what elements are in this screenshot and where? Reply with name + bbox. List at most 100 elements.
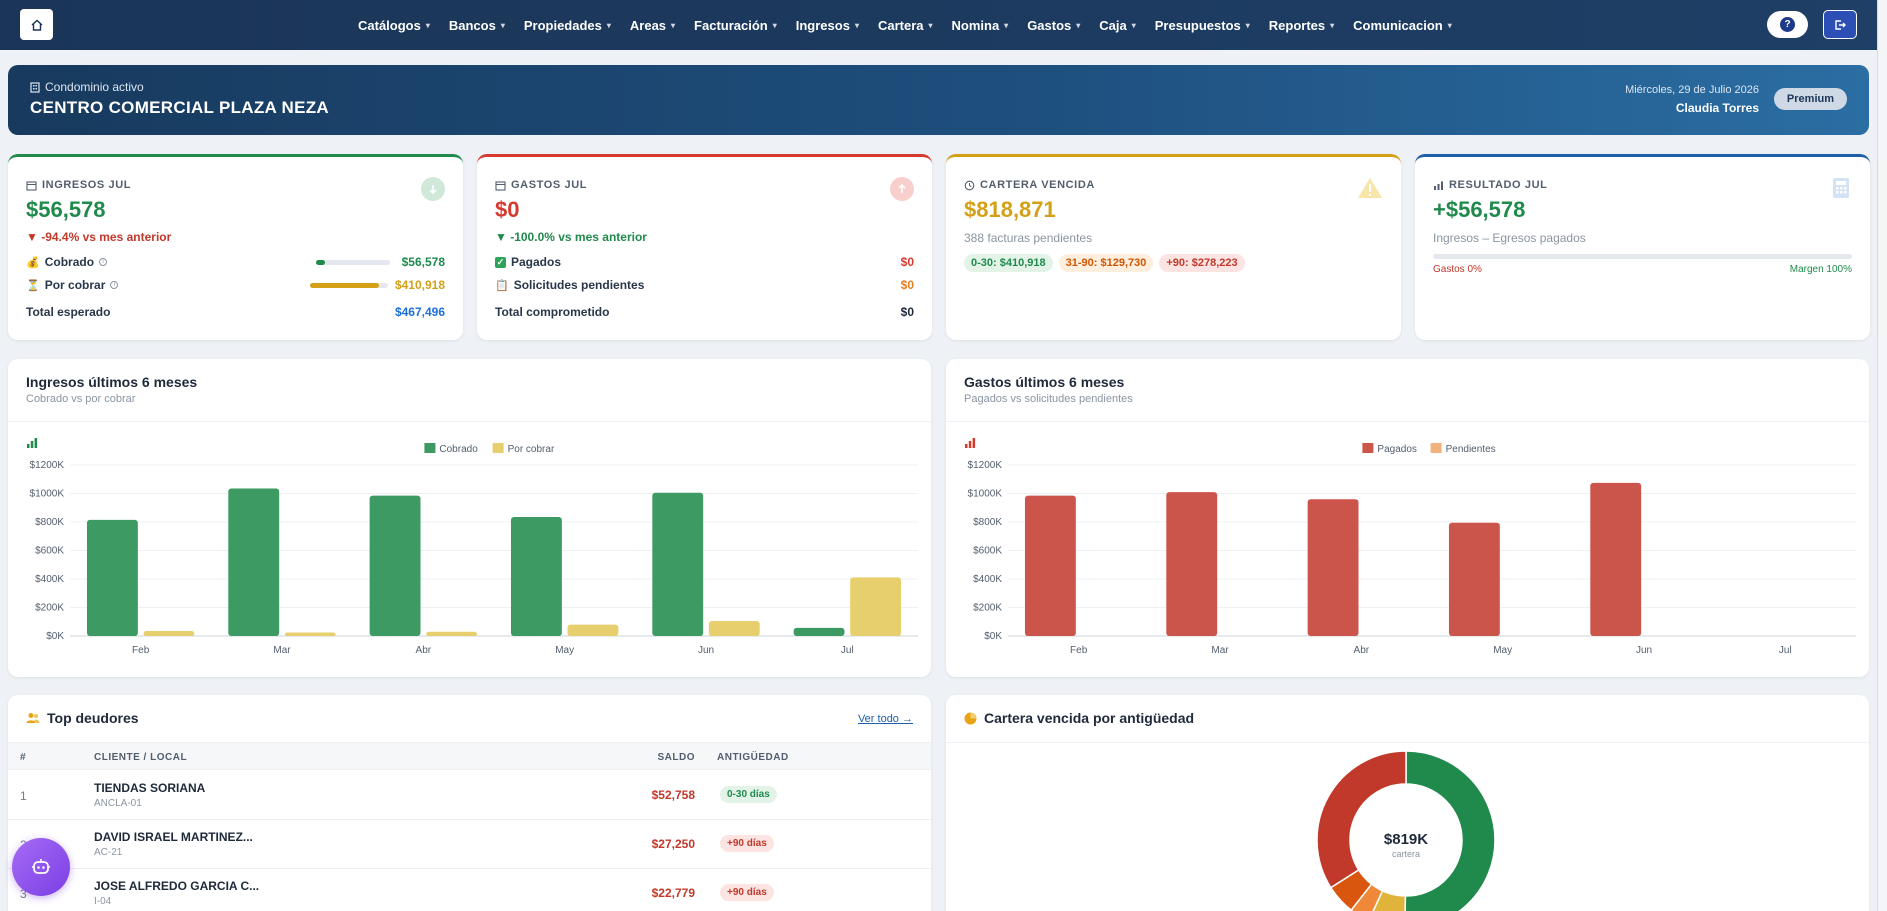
legend-swatch [1430, 443, 1442, 453]
total-esperado-value: $467,496 [394, 305, 445, 319]
kpi-ingresos-title: INGRESOS JUL [26, 179, 131, 191]
top-deudores-title-text: Top deudores [47, 710, 139, 726]
margen-pct: Margen 100% [1789, 264, 1852, 275]
nav-item-label: Comunicacion [1353, 17, 1443, 33]
bar-pagados[interactable] [1024, 495, 1076, 636]
bar-cobrado[interactable] [793, 627, 845, 636]
y-tick-label: $200K [973, 603, 1002, 614]
kpi-cartera-title: CARTERA VENCIDA [964, 179, 1095, 191]
nav-item-reportes[interactable]: Reportes ▾ [1269, 18, 1334, 33]
ver-todo-link[interactable]: Ver todo → [857, 713, 913, 725]
y-tick-label: $600K [35, 546, 64, 557]
y-tick-label: $600K [973, 546, 1002, 557]
legend-swatch [492, 443, 504, 453]
total-esperado-row: Total esperado $467,496 [26, 304, 445, 320]
warning-icon [1357, 177, 1383, 204]
donut-slice[interactable] [1316, 750, 1407, 889]
top-navbar: Catálogos ▾ Bancos ▾ Propiedades ▾ Areas ▾ Factu… [0, 0, 1887, 50]
bar-cobrado[interactable] [86, 519, 138, 636]
chevron-down-icon: ▾ [1330, 20, 1335, 30]
total-comprometido-value: $0 [900, 305, 914, 319]
bar-por-cobrar[interactable] [426, 631, 478, 636]
info-icon[interactable]: i [110, 281, 119, 289]
bar-por-cobrar[interactable] [708, 621, 760, 636]
x-tick-label: Mar [273, 645, 291, 656]
x-tick-label: May [555, 645, 574, 656]
legend-label[interactable]: Cobrado [439, 444, 478, 455]
nav-item-catalogos[interactable]: Catálogos ▾ [358, 18, 430, 33]
arrow-up-icon [890, 177, 914, 201]
bar-cobrado[interactable] [652, 492, 704, 636]
home-button[interactable] [20, 9, 53, 40]
nav-item-bancos[interactable]: Bancos ▾ [449, 18, 505, 33]
chart-legend: Pagados Pendientes [1362, 443, 1496, 455]
nav-item-comunicacion[interactable]: Comunicacion ▾ [1353, 18, 1452, 33]
divider [8, 421, 931, 422]
porcobrar-label: Por cobrar [44, 278, 106, 292]
nav-item-areas[interactable]: Areas ▾ [630, 18, 675, 33]
nav-item-nomina[interactable]: Nomina ▾ [952, 18, 1009, 33]
nav-item-label: Ingresos [795, 17, 850, 33]
nav-item-cartera[interactable]: Cartera ▾ [878, 18, 933, 33]
chevron-down-icon: ▾ [1004, 20, 1009, 30]
ingresos-chart-title: Ingresos últimos 6 meses [26, 374, 197, 448]
legend-swatch [424, 443, 436, 453]
legend-label[interactable]: Por cobrar [508, 444, 555, 455]
nav-item-propiedades[interactable]: Propiedades ▾ [524, 18, 611, 33]
row-number: 3 [20, 887, 27, 901]
legend-label[interactable]: Pendientes [1446, 444, 1496, 455]
table-row[interactable]: 3 JOSE ALFREDO GARCIA C... I-04 $22,779 +90 … [8, 869, 931, 911]
nav-item-gastos[interactable]: Gastos ▾ [1027, 18, 1080, 33]
kpi-cartera-sub: 388 facturas pendientes [964, 231, 1093, 245]
kpi-resultado-title: RESULTADO JUL [1433, 179, 1547, 191]
bar-cobrado[interactable] [510, 517, 562, 636]
porcobrar-row: ⏳ Por cobrar i $410,918 [26, 277, 445, 293]
scrollbar[interactable] [1877, 0, 1887, 911]
gastos-pct: Gastos 0% [1433, 264, 1482, 275]
plan-badge: Premium [1773, 88, 1847, 110]
bar-pagados[interactable] [1166, 492, 1218, 636]
chevron-down-icon: ▾ [500, 20, 505, 30]
pagados-row: ✓ Pagados $0 [495, 254, 914, 270]
top-deudores-title: Top deudores [26, 710, 139, 726]
kpi-gastos-title-text: GASTOS JUL [511, 179, 588, 191]
nav-item-caja[interactable]: Caja ▾ [1099, 18, 1135, 33]
x-tick-label: Jun [1636, 645, 1652, 656]
solicitudes-value: $0 [900, 278, 914, 292]
y-tick-label: $1000K [30, 489, 65, 500]
legend-label[interactable]: Pagados [1377, 444, 1416, 455]
bar-cobrado[interactable] [369, 495, 421, 636]
logout-button[interactable] [1823, 10, 1857, 39]
table-row[interactable]: 2DAVID ISRAEL MARTINEZ...AC-21$27,250+90… [8, 820, 931, 869]
client-saldo: $22,779 [651, 886, 695, 900]
y-tick-label: $200K [35, 603, 64, 614]
client-name: DAVID ISRAEL MARTINEZ... [94, 830, 253, 844]
table-row[interactable]: 1 TIENDAS SORIANA ANCLA-01 $52,758 0-30 días [8, 771, 931, 820]
bar-cobrado[interactable] [228, 488, 280, 636]
bar-pagados[interactable] [1307, 499, 1359, 636]
nav-item-facturacion[interactable]: Facturación ▾ [694, 18, 777, 33]
kpi-cartera-title-text: CARTERA VENCIDA [980, 179, 1095, 191]
gastos-chart-title-text: Gastos últimos 6 meses [964, 374, 1125, 390]
assistant-bot-button[interactable] [12, 838, 70, 896]
x-tick-label: Jul [1779, 645, 1792, 656]
bar-pagados[interactable] [1448, 522, 1500, 636]
help-button[interactable]: ? [1767, 11, 1808, 38]
bar-por-cobrar[interactable] [567, 624, 619, 636]
bar-pagados[interactable] [1590, 482, 1642, 636]
nav-item-presupuestos[interactable]: Presupuestos ▾ [1155, 18, 1250, 33]
nav-item-ingresos[interactable]: Ingresos ▾ [796, 18, 859, 33]
check-icon: ✓ [495, 256, 506, 268]
kpi-ingresos-title-text: INGRESOS JUL [42, 179, 132, 191]
info-icon[interactable]: i [99, 258, 108, 266]
cartera-antiguedad-title-text: Cartera vencida por antigüedad [984, 710, 1195, 726]
nav-item-label: Caja [1099, 17, 1127, 33]
y-tick-label: $1000K [968, 489, 1003, 500]
condominio-label: Condominio activo [30, 80, 144, 94]
x-tick-label: Jul [841, 645, 854, 656]
bar-por-cobrar[interactable] [850, 577, 902, 636]
donut-slice[interactable] [1404, 750, 1496, 911]
bar-por-cobrar[interactable] [284, 632, 336, 636]
bar-por-cobrar[interactable] [143, 631, 195, 636]
calculator-icon [1832, 177, 1850, 204]
